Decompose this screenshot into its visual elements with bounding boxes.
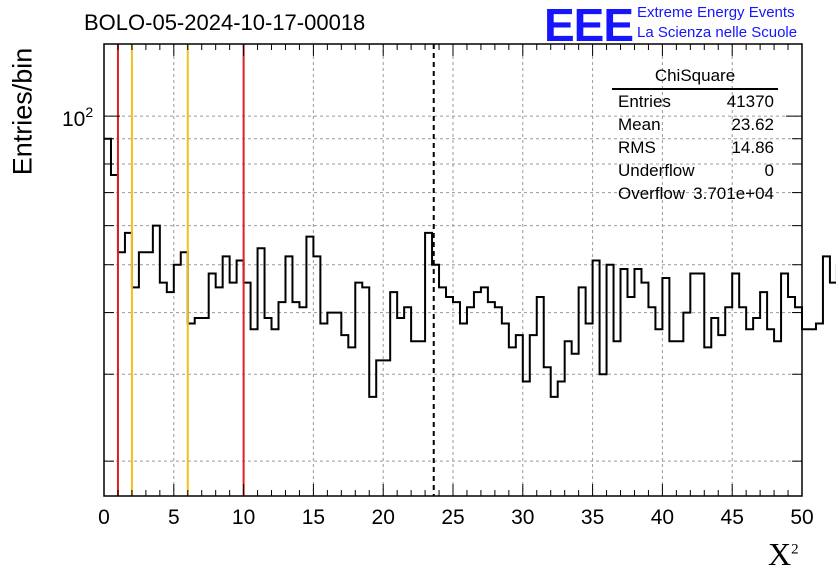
x-tick-label: 30 <box>511 506 534 529</box>
stats-value: 41370 <box>726 92 774 111</box>
x-tick-label: 15 <box>302 506 325 529</box>
stats-divider <box>612 88 778 90</box>
x-axis-label: X2 <box>768 536 799 572</box>
stats-value: 0 <box>764 161 774 180</box>
stats-row: Entries 41370 <box>618 92 774 114</box>
stats-row: RMS 14.86 <box>618 138 774 160</box>
stats-row: Underflow 0 <box>618 161 774 183</box>
x-tick-label: 40 <box>651 506 674 529</box>
x-tick-label: 20 <box>372 506 395 529</box>
logo-text-line1: Extreme Energy Events <box>637 4 795 21</box>
x-tick-label: 5 <box>168 506 180 529</box>
histogram-line <box>104 137 836 398</box>
logo-text-line2: La Scienza nelle Scuole <box>637 24 798 41</box>
eee-logo-icon: EEE <box>544 0 634 51</box>
stats-key: Overflow <box>618 184 686 203</box>
stats-key: RMS <box>618 138 656 157</box>
x-tick-label: 45 <box>721 506 744 529</box>
stats-row: Overflow 3.701e+04 <box>618 184 774 206</box>
stats-row: Mean 23.62 <box>618 115 774 137</box>
x-tick-label: 0 <box>98 506 110 529</box>
chart-title: BOLO-05-2024-10-17-00018 <box>84 10 366 35</box>
x-tick-label: 50 <box>790 506 813 529</box>
stats-title: ChiSquare <box>654 66 736 85</box>
x-tick-label: 35 <box>581 506 604 529</box>
stats-key: Entries <box>618 92 671 111</box>
stats-value: 14.86 <box>731 138 774 157</box>
stats-key: Mean <box>618 115 661 134</box>
stats-value: 3.701e+04 <box>693 184 774 203</box>
y-axis-label: Entries/bin <box>7 47 38 176</box>
stats-key: Underflow <box>618 161 695 180</box>
x-tick-label: 10 <box>232 506 255 529</box>
stats-box: ChiSquare Entries 41370 Mean 23.62 RMS 1… <box>612 66 778 212</box>
y-tick-label: 102 <box>62 104 93 131</box>
stats-value: 23.62 <box>731 115 774 134</box>
x-tick-label: 25 <box>441 506 464 529</box>
